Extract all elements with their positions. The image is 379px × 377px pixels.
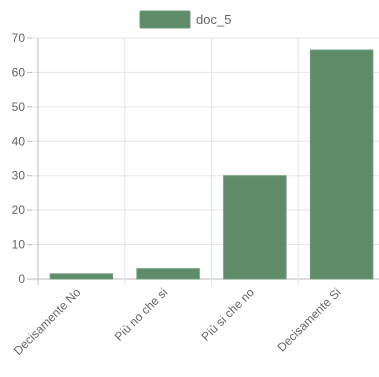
y-tick-label: 0 [18, 272, 25, 286]
x-tick-label: Più no che si [112, 285, 170, 343]
y-tick-label: 20 [12, 203, 26, 217]
x-tick-label: Decisamente Si [274, 285, 343, 354]
x-tick-label: Decisamente No [11, 285, 84, 358]
tick-labels: 0 10 20 30 40 50 60 70 Decisamente No Più no che … [11, 31, 344, 358]
y-tick-label: 30 [12, 169, 26, 183]
y-tick-label: 10 [12, 238, 26, 252]
bars [49, 49, 374, 280]
y-tick-label: 50 [12, 100, 26, 114]
legend-swatch [139, 10, 191, 29]
bar[interactable] [49, 273, 114, 280]
bar[interactable] [309, 49, 374, 280]
x-tick-label: Più si che no [199, 285, 258, 344]
legend-label: doc_5 [196, 12, 231, 27]
y-tick-label: 40 [12, 134, 26, 148]
chart-legend[interactable]: doc_5 [139, 10, 231, 29]
y-tick-label: 60 [12, 65, 26, 79]
grid-lines [32, 37, 379, 285]
bar[interactable] [136, 268, 200, 280]
axes [27, 37, 32, 280]
y-tick-label: 70 [12, 31, 26, 45]
bar[interactable] [223, 175, 287, 280]
